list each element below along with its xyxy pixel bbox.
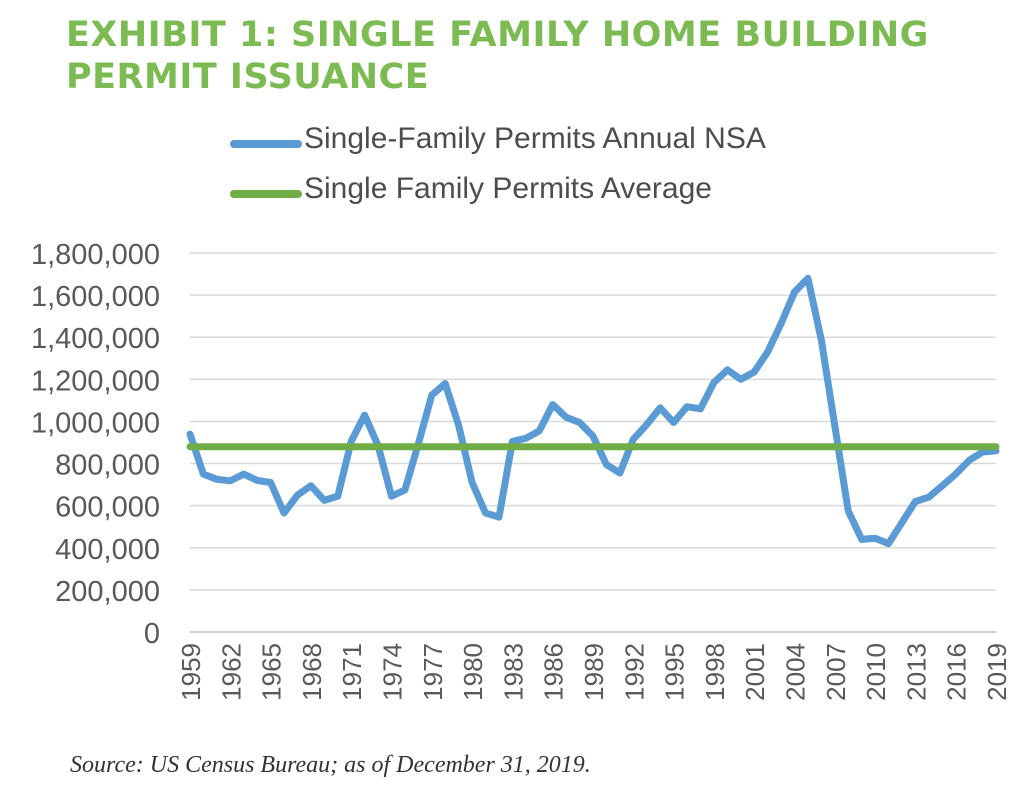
x-tick-label: 2013 bbox=[901, 643, 931, 701]
x-tick-label: 1998 bbox=[700, 643, 730, 701]
legend-label-permits: Single-Family Permits Annual NSA bbox=[304, 122, 766, 155]
x-tick-label: 2007 bbox=[821, 643, 851, 701]
source-note: Source: US Census Bureau; as of December… bbox=[70, 752, 591, 778]
x-tick-label: 1980 bbox=[458, 643, 488, 701]
x-tick-label: 1968 bbox=[297, 643, 327, 701]
y-tick-label: 1,800,000 bbox=[31, 239, 160, 271]
x-tick-label: 1959 bbox=[176, 643, 206, 701]
x-tick-label: 1983 bbox=[498, 643, 528, 701]
y-tick-label: 400,000 bbox=[55, 534, 160, 566]
x-tick-label: 2010 bbox=[861, 643, 891, 701]
x-tick-label: 1995 bbox=[660, 643, 690, 701]
x-tick-label: 1974 bbox=[378, 643, 408, 701]
x-tick-label: 2016 bbox=[942, 643, 972, 701]
chart-title-line-2: PERMIT ISSUANCE bbox=[66, 57, 430, 97]
legend-item-permits: Single-Family Permits Annual NSA bbox=[230, 122, 930, 162]
x-tick-label: 1971 bbox=[337, 643, 367, 701]
x-tick-label: 1962 bbox=[216, 643, 246, 701]
x-tick-label: 1986 bbox=[539, 643, 569, 701]
legend-item-average: Single Family Permits Average bbox=[230, 172, 930, 212]
y-tick-label: 200,000 bbox=[55, 576, 160, 608]
y-tick-label: 1,400,000 bbox=[31, 323, 160, 355]
x-tick-label: 1989 bbox=[579, 643, 609, 701]
legend-label-average: Single Family Permits Average bbox=[304, 172, 712, 205]
chart-title: EXHIBIT 1: SINGLE FAMILY HOME BUILDING P… bbox=[66, 14, 966, 98]
y-tick-label: 1,600,000 bbox=[31, 281, 160, 313]
x-tick-label: 1992 bbox=[619, 643, 649, 701]
series-line-permits bbox=[186, 274, 1000, 548]
chart-title-line-1: EXHIBIT 1: SINGLE FAMILY HOME BUILDING bbox=[66, 15, 929, 55]
legend-swatch-average bbox=[230, 190, 302, 198]
x-tick-label: 1977 bbox=[418, 643, 448, 701]
y-tick-label: 1,200,000 bbox=[31, 365, 160, 397]
x-tick-label: 1965 bbox=[257, 643, 287, 701]
x-tick-label: 2001 bbox=[740, 643, 770, 701]
y-tick-label: 1,000,000 bbox=[31, 407, 160, 439]
y-tick-label: 800,000 bbox=[55, 450, 160, 482]
legend-swatch-permits bbox=[230, 140, 302, 148]
y-tick-label: 0 bbox=[144, 618, 160, 650]
y-tick-label: 600,000 bbox=[55, 492, 160, 524]
x-tick-label: 2019 bbox=[982, 643, 1012, 701]
x-tick-label: 2004 bbox=[781, 643, 811, 701]
